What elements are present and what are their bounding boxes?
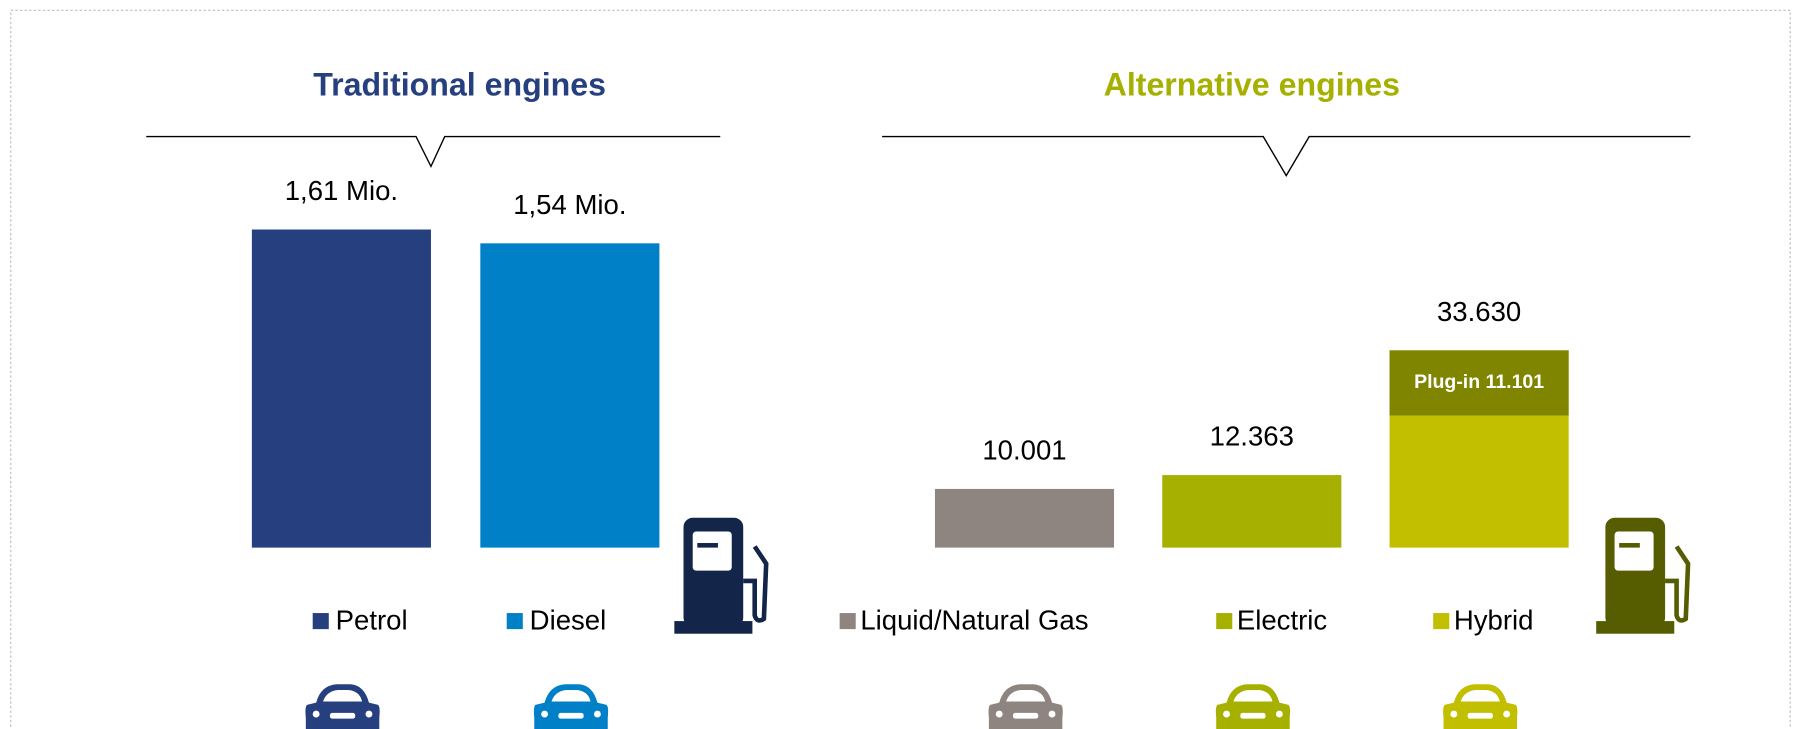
car-icon	[988, 684, 1063, 729]
car-body	[1215, 684, 1291, 729]
bar	[251, 229, 431, 548]
car-light	[1450, 710, 1458, 718]
legend-swatch	[312, 613, 329, 630]
car-light	[1048, 710, 1056, 718]
legend-label: Diesel	[530, 605, 607, 636]
car-window	[1460, 689, 1500, 702]
bar	[1162, 475, 1342, 548]
car-light	[312, 710, 320, 718]
pump-window-bar	[1619, 543, 1640, 548]
fuel-pump-icon	[1596, 517, 1691, 634]
car-light	[541, 710, 549, 718]
car-grille	[329, 712, 356, 719]
car-window	[551, 689, 591, 702]
car-grille	[1240, 712, 1266, 719]
pump-base	[674, 621, 753, 634]
car-light	[1503, 710, 1511, 718]
pump-window	[1614, 531, 1654, 571]
car-body	[533, 684, 609, 729]
bar	[480, 243, 660, 548]
car-light	[593, 710, 601, 718]
car-body	[988, 684, 1063, 729]
pump-hose	[743, 545, 769, 623]
pump-window	[692, 531, 732, 571]
legend-label: Petrol	[336, 605, 408, 636]
value-label: 33.630	[1437, 296, 1521, 327]
car-grille	[558, 712, 584, 719]
car-window	[323, 689, 363, 702]
legend-label: Liquid/Natural Gas	[860, 605, 1088, 636]
bar	[934, 488, 1115, 548]
legend-label: Hybrid	[1454, 605, 1534, 636]
bar-segment	[1389, 350, 1569, 416]
car-window	[1006, 689, 1046, 702]
value-label: 12.363	[1210, 421, 1294, 452]
car-body	[305, 684, 380, 729]
car-icon	[533, 684, 609, 729]
car-body	[1443, 684, 1518, 729]
pump-base	[1596, 621, 1675, 634]
pump-hose	[1665, 545, 1691, 623]
frame	[10, 9, 1791, 729]
value-label: 10.001	[982, 434, 1066, 465]
car-light	[1275, 710, 1283, 718]
legend-swatch	[1216, 613, 1233, 630]
legend-swatch	[506, 613, 523, 630]
value-label: 1,54 Mio.	[513, 189, 626, 220]
segment-label: Plug-in 11.101	[1414, 371, 1544, 393]
section-bracket	[146, 135, 721, 169]
car-light	[365, 710, 373, 718]
car-icon	[305, 684, 380, 729]
car-grille	[1467, 712, 1493, 719]
section-bracket	[882, 135, 1691, 178]
section-title: Traditional engines	[313, 67, 606, 103]
car-light	[995, 710, 1003, 718]
legend-swatch	[839, 613, 856, 630]
legend-swatch	[1433, 613, 1450, 630]
legend-label: Electric	[1237, 605, 1328, 636]
car-icon	[1443, 684, 1518, 729]
car-light	[1223, 710, 1230, 718]
section-title: Alternative engines	[1104, 67, 1400, 103]
fuel-pump-icon	[674, 517, 769, 634]
car-grille	[1013, 712, 1039, 719]
car-window	[1233, 689, 1273, 702]
car-icon	[1215, 684, 1291, 729]
value-label: 1,61 Mio.	[285, 175, 398, 206]
pump-window-bar	[697, 543, 718, 548]
